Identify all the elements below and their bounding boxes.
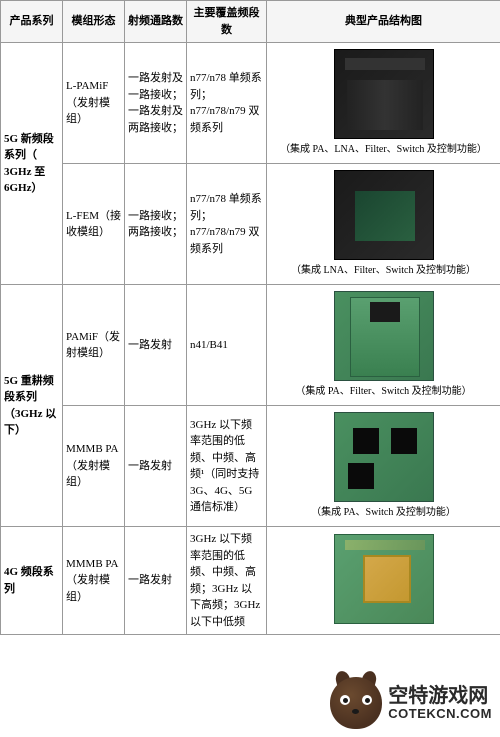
chip-image xyxy=(334,49,434,139)
chip-caption: （集成 PA、Switch 及控制功能） xyxy=(273,506,494,520)
cell-rf: 一路发射 xyxy=(125,527,187,635)
watermark-text: 空特游戏网 COTEKCN.COM xyxy=(388,685,492,721)
cell-module: PAMiF（发射模组） xyxy=(63,285,125,406)
chip-image xyxy=(334,534,434,624)
th-module: 模组形态 xyxy=(63,1,125,43)
cell-image: （集成 PA、Switch 及控制功能） xyxy=(267,406,500,527)
table-row: MMMB PA（发射模组）一路发射3GHz 以下频率范围的低频、中频、高频¹（同… xyxy=(1,406,500,527)
th-rf: 射频通路数 xyxy=(125,1,187,43)
watermark-cn: 空特游戏网 xyxy=(388,685,492,707)
cell-module: MMMB PA（发射模组） xyxy=(63,406,125,527)
chip-image xyxy=(334,412,434,502)
cell-module: L-PAMiF（发射模组） xyxy=(63,43,125,164)
table-row: L-FEM（接收模组）一路接收；两路接收；n77/n78 单频系列；n77/n7… xyxy=(1,164,500,285)
chip-caption: （集成 LNA、Filter、Switch 及控制功能） xyxy=(273,264,494,278)
table-row: 5G 新频段系列（ 3GHz 至 6GHz）L-PAMiF（发射模组）一路发射及… xyxy=(1,43,500,164)
cell-series: 5G 重耕频段系列（3GHz 以下） xyxy=(1,285,63,527)
chip-caption: （集成 PA、Filter、Switch 及控制功能） xyxy=(273,385,494,399)
cell-image xyxy=(267,527,500,635)
cell-rf: 一路发射 xyxy=(125,406,187,527)
fox-icon xyxy=(330,677,382,729)
cell-image: （集成 PA、Filter、Switch 及控制功能） xyxy=(267,285,500,406)
cell-series: 5G 新频段系列（ 3GHz 至 6GHz） xyxy=(1,43,63,285)
cell-image: （集成 PA、LNA、Filter、Switch 及控制功能） xyxy=(267,43,500,164)
cell-image: （集成 LNA、Filter、Switch 及控制功能） xyxy=(267,164,500,285)
cell-band: 3GHz 以下频率范围的低频、中频、高频¹（同时支持 3G、4G、5G 通信标准… xyxy=(187,406,267,527)
watermark-en: COTEKCN.COM xyxy=(388,707,492,721)
th-series: 产品系列 xyxy=(1,1,63,43)
product-table: 产品系列 模组形态 射频通路数 主要覆盖频段数 典型产品结构图 5G 新频段系列… xyxy=(0,0,500,635)
cell-series: 4G 频段系列 xyxy=(1,527,63,635)
cell-rf: 一路接收；两路接收； xyxy=(125,164,187,285)
table-row: 4G 频段系列MMMB PA（发射模组）一路发射3GHz 以下频率范围的低频、中… xyxy=(1,527,500,635)
cell-rf: 一路发射及一路接收；一路发射及两路接收； xyxy=(125,43,187,164)
cell-band: n41/B41 xyxy=(187,285,267,406)
cell-module: L-FEM（接收模组） xyxy=(63,164,125,285)
chip-caption: （集成 PA、LNA、Filter、Switch 及控制功能） xyxy=(273,143,494,157)
cell-band: n77/n78 单频系列；n77/n78/n79 双频系列 xyxy=(187,164,267,285)
th-img: 典型产品结构图 xyxy=(267,1,500,43)
th-band: 主要覆盖频段数 xyxy=(187,1,267,43)
cell-band: n77/n78 单频系列；n77/n78/n79 双频系列 xyxy=(187,43,267,164)
table-row: 5G 重耕频段系列（3GHz 以下）PAMiF（发射模组）一路发射n41/B41… xyxy=(1,285,500,406)
cell-band: 3GHz 以下频率范围的低频、中频、高频；3GHz 以下高频；3GHz 以下中低… xyxy=(187,527,267,635)
cell-module: MMMB PA（发射模组） xyxy=(63,527,125,635)
cell-rf: 一路发射 xyxy=(125,285,187,406)
watermark: 空特游戏网 COTEKCN.COM xyxy=(330,677,492,729)
chip-image xyxy=(334,291,434,381)
chip-image xyxy=(334,170,434,260)
header-row: 产品系列 模组形态 射频通路数 主要覆盖频段数 典型产品结构图 xyxy=(1,1,500,43)
